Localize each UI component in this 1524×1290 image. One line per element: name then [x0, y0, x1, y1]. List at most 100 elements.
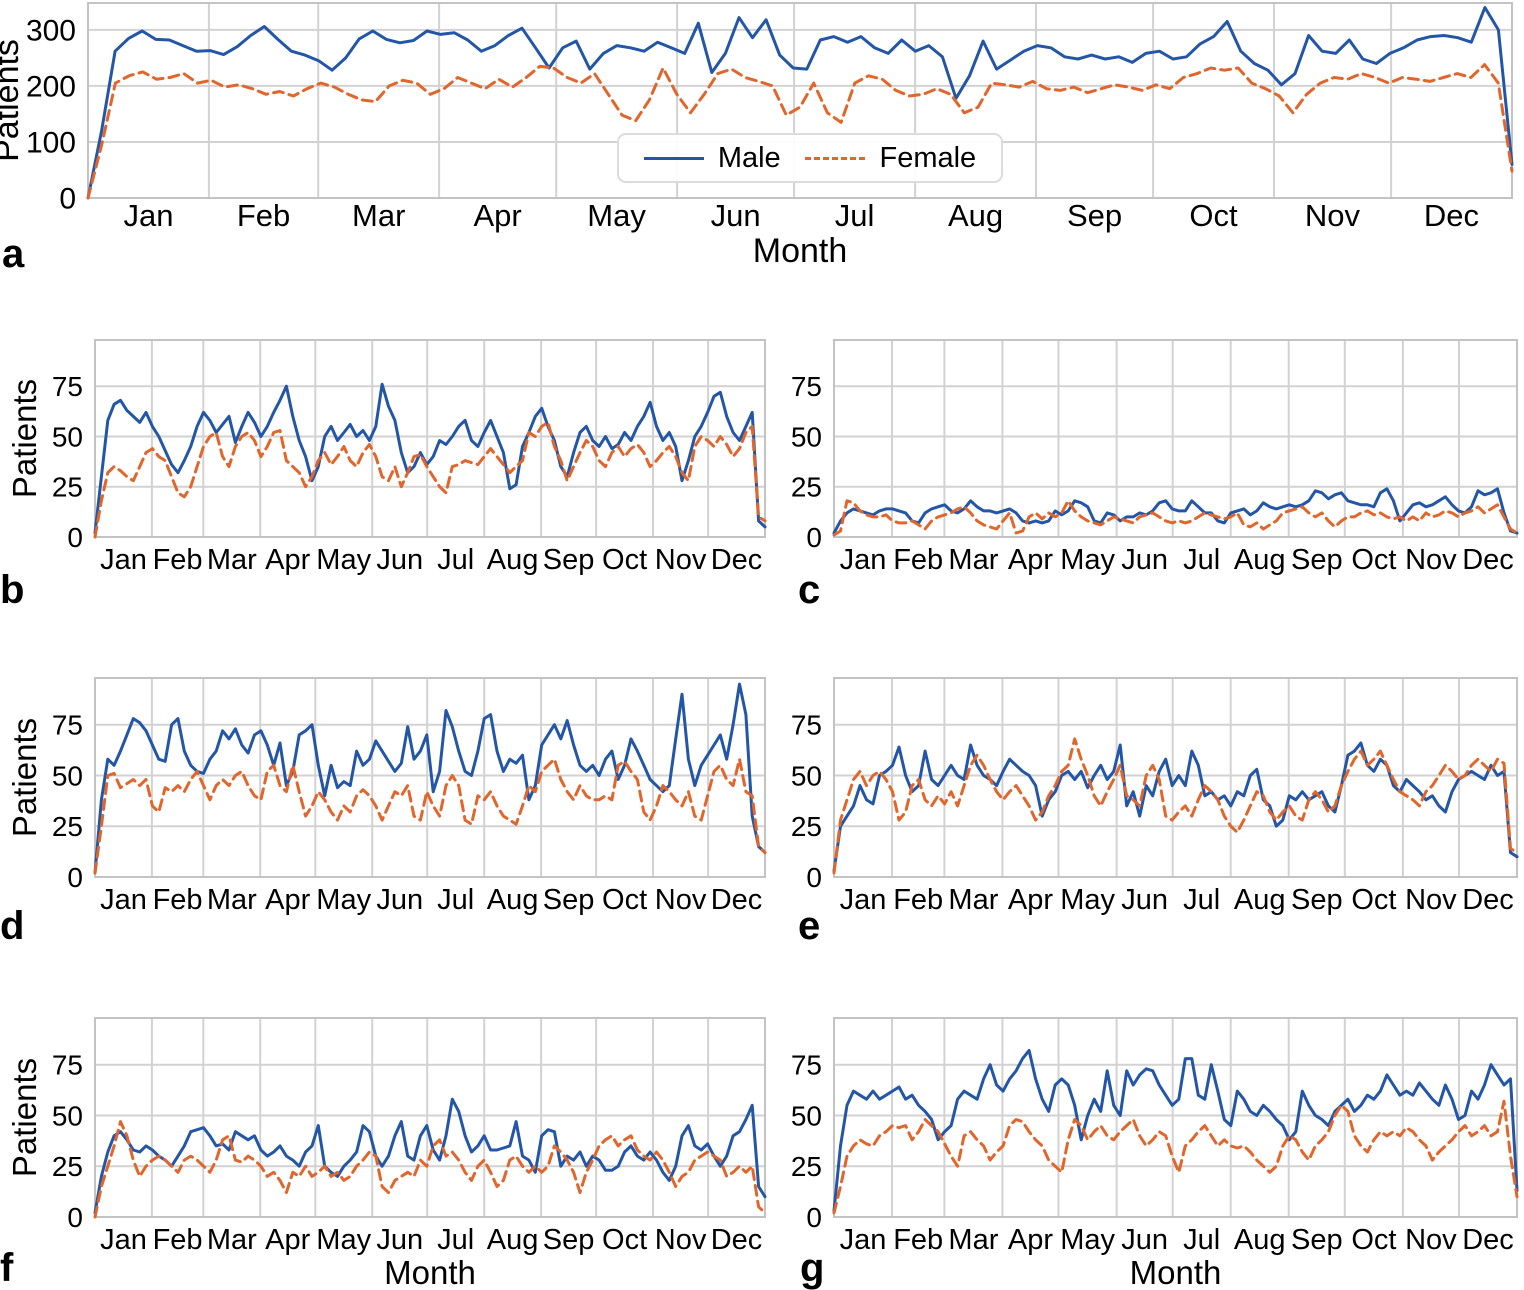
x-tick-label: Aug [487, 544, 539, 576]
x-tick-label: Nov [1405, 884, 1457, 916]
series-female-line [832, 499, 1519, 537]
panel-label-a: a [2, 232, 25, 276]
plot-border [94, 339, 766, 538]
panel-c: 0 25 50 75 Jan Feb Mar Apr May Jun Jul Aug Sep Oct Nov… [790, 330, 1524, 582]
x-tick-label: Mar [207, 544, 257, 576]
panel-a: 0 100 200 300 Jan Feb Mar Apr May Jun Jul Aug Sep Oct… [0, 0, 1524, 280]
x-tick-label: Jun [1121, 544, 1168, 576]
panel-b: 0 25 50 75 Jan Feb Mar Apr May Jun Jul Aug Sep Oct Nov… [0, 330, 790, 582]
y-tick-label: 75 [52, 1050, 83, 1081]
x-tick-label: Sep [1291, 884, 1343, 916]
x-tick-label: Jan [100, 1224, 147, 1256]
panel-label-g: g [800, 1246, 825, 1290]
x-tick-label: Nov [1305, 198, 1361, 233]
y-tick-label: 75 [791, 1050, 822, 1081]
x-tick-label: May [316, 544, 371, 576]
x-tick-label: Nov [655, 1224, 707, 1256]
series-female-line [832, 1099, 1519, 1215]
x-tick-label: Nov [1405, 544, 1457, 576]
x-tick-label: Dec [711, 884, 763, 916]
x-tick-label: Mar [948, 544, 998, 576]
legend-female-line-sample [805, 156, 866, 160]
x-tick-label: Aug [1234, 1224, 1286, 1256]
x-tick-label: Jul [437, 884, 474, 916]
x-tick-label: Jul [437, 544, 474, 576]
y-tick-label: 50 [52, 1100, 83, 1131]
x-tick-label: Dec [1462, 884, 1514, 916]
x-tick-label: Aug [1234, 544, 1286, 576]
x-tick-label: Nov [1405, 1224, 1457, 1256]
series-female-line [93, 757, 767, 875]
x-tick-label: Feb [893, 884, 943, 916]
x-tick-label: Feb [893, 1224, 943, 1256]
x-tick-label: Oct [1351, 1224, 1396, 1256]
x-tick-label: Apr [1008, 544, 1053, 576]
x-tick-label: Jul [1183, 1224, 1220, 1256]
x-tick-label: Aug [948, 198, 1003, 233]
plot-border [94, 677, 766, 878]
series-male-line [86, 6, 1514, 200]
y-tick-label: 75 [52, 371, 83, 402]
x-tick-label: Dec [1462, 1224, 1514, 1256]
plot-border [94, 1017, 766, 1218]
plot-border [833, 1017, 1518, 1218]
x-tick-label: May [316, 884, 371, 916]
series-female-line [86, 63, 1514, 200]
x-tick-label: May [316, 1224, 371, 1256]
chart-f-svg: 0 25 50 75 Jan Feb Mar Apr May Jun Jul Aug Sep Oct Nov… [6, 1017, 767, 1290]
x-tick-label: Aug [487, 1224, 539, 1256]
panel-label-f: f [0, 1246, 14, 1290]
series-male-line [93, 682, 767, 875]
x-tick-label: Apr [265, 1224, 310, 1256]
y-tick-label: 25 [791, 811, 822, 842]
y-tick-label: 0 [806, 1202, 822, 1233]
chart-d-svg: 0 25 50 75 Jan Feb Mar Apr May Jun Jul Aug Sep Oct Nov… [6, 677, 767, 916]
y-tick-label: 300 [26, 14, 76, 47]
x-tick-label: Mar [207, 1224, 257, 1256]
x-tick-label: Jan [124, 198, 174, 233]
chart-c-svg: 0 25 50 75 Jan Feb Mar Apr May Jun Jul Aug Sep Oct Nov… [791, 339, 1519, 576]
x-tick-label: Jun [376, 884, 423, 916]
x-tick-label: Nov [655, 544, 707, 576]
y-axis-title: Patients [6, 718, 43, 837]
chart-a-svg: 0 100 200 300 Jan Feb Mar Apr May Jun Jul Aug Sep Oct… [0, 2, 1514, 270]
plot-border [833, 339, 1518, 538]
y-axis-title: Patients [6, 379, 43, 498]
panel-f: 0 25 50 75 Jan Feb Mar Apr May Jun Jul Aug Sep Oct Nov… [0, 1008, 790, 1290]
panel-label-d: d [0, 904, 25, 948]
x-tick-label: Jan [840, 884, 887, 916]
x-tick-label: Feb [153, 544, 203, 576]
x-tick-label: Apr [1008, 1224, 1053, 1256]
x-axis-title: Month [1130, 1254, 1222, 1290]
y-tick-label: 0 [806, 862, 822, 893]
chart-b-svg: 0 25 50 75 Jan Feb Mar Apr May Jun Jul Aug Sep Oct Nov… [6, 339, 767, 576]
panel-g: 0 25 50 75 Jan Feb Mar Apr May Jun Jul Aug Sep Oct Nov… [790, 1008, 1524, 1290]
y-tick-label: 75 [791, 710, 822, 741]
legend-entry-male: Male [643, 142, 781, 175]
x-tick-label: Apr [265, 884, 310, 916]
x-tick-label: Sep [1067, 198, 1122, 233]
series-male-line [832, 1049, 1519, 1213]
series-male-line [832, 487, 1519, 535]
x-axis-title: Month [753, 232, 848, 270]
x-tick-label: Feb [153, 884, 203, 916]
panel-d: 0 25 50 75 Jan Feb Mar Apr May Jun Jul Aug Sep Oct Nov… [0, 668, 790, 920]
y-tick-label: 50 [52, 760, 83, 791]
y-tick-label: 0 [67, 1202, 83, 1233]
y-tick-label: 0 [806, 522, 822, 553]
x-tick-label: Sep [1291, 1224, 1343, 1256]
x-tick-label: Sep [543, 884, 595, 916]
x-tick-label: Feb [153, 1224, 203, 1256]
x-tick-label: Dec [711, 544, 763, 576]
x-tick-label: Jul [1183, 544, 1220, 576]
x-tick-label: Mar [207, 884, 257, 916]
panel-e: 0 25 50 75 Jan Feb Mar Apr May Jun Jul Aug Sep Oct Nov… [790, 668, 1524, 920]
x-tick-label: Jun [376, 1224, 423, 1256]
x-tick-label: Dec [711, 1224, 763, 1256]
x-tick-label: Mar [948, 884, 998, 916]
y-tick-label: 25 [52, 472, 83, 503]
y-tick-label: 0 [59, 183, 76, 216]
series-female-line [832, 737, 1519, 875]
x-tick-label: Jun [376, 544, 423, 576]
x-tick-label: Jan [100, 544, 147, 576]
